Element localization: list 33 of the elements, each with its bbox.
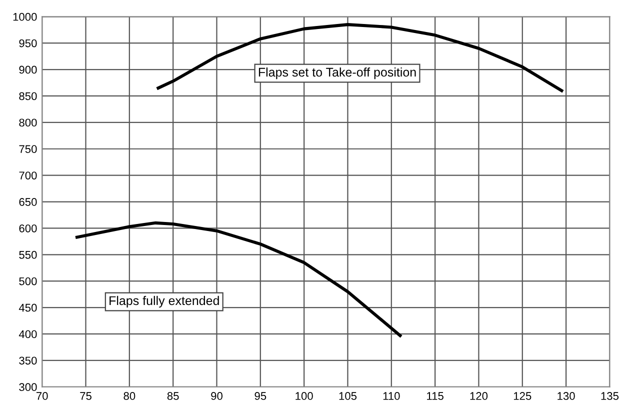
y-tick-label: 300 xyxy=(19,383,37,392)
x-tick-label: 70 xyxy=(36,392,48,400)
y-tick-label: 450 xyxy=(18,304,37,312)
y-tick-label: 1000 xyxy=(13,12,37,21)
x-tick-label: 105 xyxy=(339,392,357,400)
x-tick-label: 125 xyxy=(514,392,532,400)
line-series xyxy=(156,23,564,92)
x-tick-label: 120 xyxy=(470,392,488,400)
x-tick-label: 95 xyxy=(254,392,266,400)
annotation: Flaps set to Take-off position xyxy=(258,67,416,80)
y-tick-label: 500 xyxy=(19,277,37,286)
y-tick-label: 750 xyxy=(19,145,37,154)
annotation: Flaps fully extended xyxy=(110,296,219,308)
x-tick-label: 110 xyxy=(383,392,400,400)
y-tick-label: 850 xyxy=(19,92,37,100)
y-tick-label: 700 xyxy=(19,172,37,180)
line-series xyxy=(75,221,402,338)
x-tick-label: 90 xyxy=(211,392,222,400)
y-tick-label: 650 xyxy=(19,198,37,206)
x-tick-label: 115 xyxy=(427,392,444,400)
x-tick-label: 130 xyxy=(558,392,575,400)
x-tick-label: 100 xyxy=(296,392,313,400)
x-tick-label: 85 xyxy=(167,392,179,400)
y-tick-label: 600 xyxy=(19,224,37,232)
y-tick-label: 950 xyxy=(19,39,37,48)
x-tick-label: 75 xyxy=(80,392,92,400)
y-tick-label: 800 xyxy=(19,118,37,127)
y-tick-label: 900 xyxy=(19,66,37,74)
y-tick-label: 350 xyxy=(19,356,37,365)
y-tick-label: 400 xyxy=(18,330,37,338)
y-tick-label: 550 xyxy=(19,250,37,259)
x-tick-label: 135 xyxy=(601,392,619,400)
x-tick-label: 80 xyxy=(124,392,136,400)
